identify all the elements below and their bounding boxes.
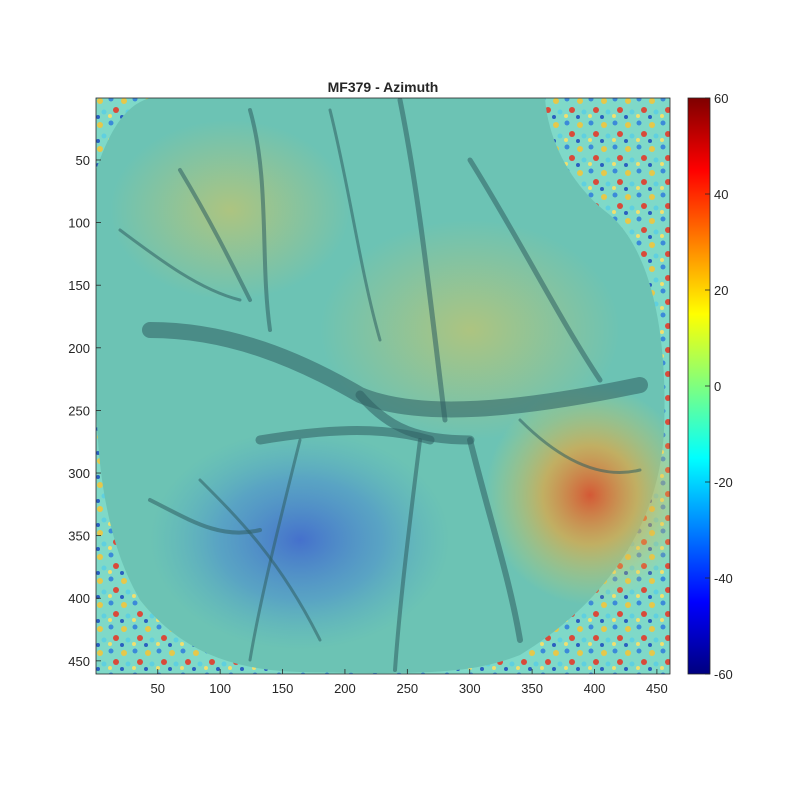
y-tick-label: 50 [76,153,90,168]
x-tick-label: 250 [396,681,418,696]
x-tick-label: 450 [646,681,668,696]
colorbar-tick-label: -40 [714,571,733,586]
colorbar-tick-label: -60 [714,667,733,682]
x-tick-label: 150 [272,681,294,696]
figure-title: MF379 - Azimuth [328,79,439,95]
image-panel [96,98,670,674]
y-tick-label: 200 [68,341,90,356]
y-tick-label: 100 [68,216,90,231]
colorbar-tick-label: 20 [714,283,728,298]
colorbar-tick-label: -20 [714,475,733,490]
x-tick-label: 50 [151,681,165,696]
y-tick-label: 400 [68,591,90,606]
x-tick-label: 200 [334,681,356,696]
colorbar-tick-label: 40 [714,187,728,202]
warm-region [110,120,350,300]
y-tick-label: 350 [68,529,90,544]
x-tick-label: 400 [584,681,606,696]
y-axis: 50 100 150 200 250 300 350 400 450 [68,153,101,669]
y-tick-label: 450 [68,654,90,669]
colorbar-tick-label: 60 [714,91,728,106]
y-tick-label: 250 [68,403,90,418]
y-tick-label: 150 [68,278,90,293]
x-axis: 50 100 150 200 250 300 350 400 450 [151,669,668,696]
cold-region [150,430,450,650]
hot-region [485,385,670,605]
colorbar-tick-label: 0 [714,379,721,394]
x-tick-label: 300 [459,681,481,696]
x-tick-label: 100 [209,681,231,696]
y-tick-label: 300 [68,466,90,481]
vasculature [118,98,648,672]
x-tick-label: 350 [521,681,543,696]
warm-region [320,220,620,440]
colorbar-ticks: 60 40 20 0 -20 -40 -60 [705,91,733,682]
axes-frame [95,97,671,675]
